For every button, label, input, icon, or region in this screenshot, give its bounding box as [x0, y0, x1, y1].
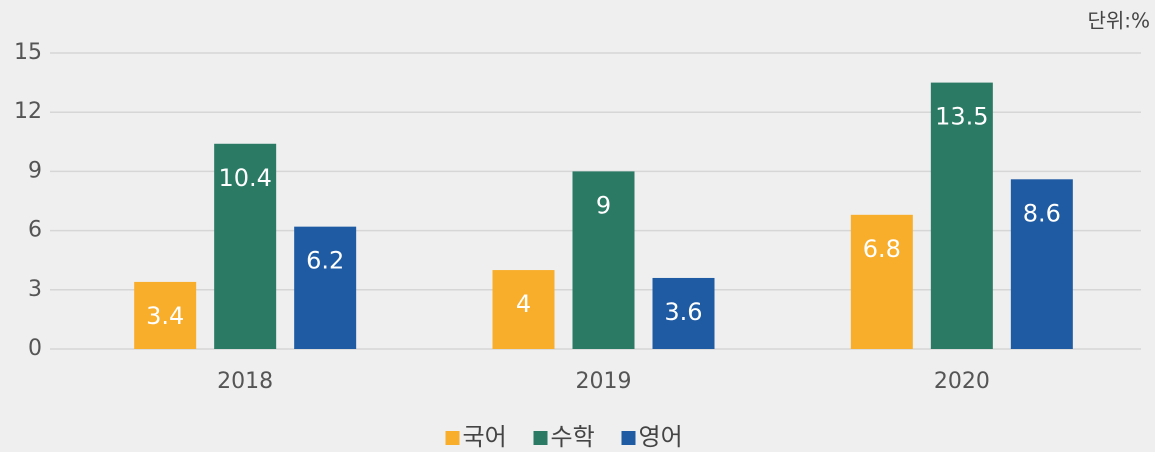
legend-swatch: [621, 431, 636, 445]
legend-label: 영어: [639, 423, 683, 451]
y-tick-label: 15: [14, 40, 42, 65]
legend-label: 수학: [551, 423, 595, 451]
bar: [930, 82, 993, 349]
x-tick-label: 2020: [934, 369, 990, 394]
data-label: 4: [516, 290, 531, 318]
data-label: 6.8: [863, 235, 901, 263]
bar: [492, 270, 555, 349]
data-label: 10.4: [218, 164, 271, 192]
bar: [572, 171, 635, 349]
data-label: 9: [596, 191, 611, 219]
data-label: 3.6: [664, 298, 702, 326]
bar: [1010, 179, 1073, 349]
y-tick-label: 6: [28, 218, 42, 243]
data-label: 6.2: [306, 247, 344, 275]
bar: [294, 226, 357, 349]
legend-label: 국어: [463, 423, 507, 451]
y-tick-label: 0: [28, 336, 42, 361]
data-label: 13.5: [935, 103, 988, 131]
unit-label: 단위:%: [1087, 9, 1150, 33]
x-tick-label: 2018: [217, 369, 273, 394]
bar: [652, 277, 715, 349]
bar: [850, 214, 913, 349]
y-tick-label: 12: [14, 99, 42, 124]
y-tick-label: 3: [28, 277, 42, 302]
data-label: 8.6: [1023, 199, 1061, 227]
y-tick-label: 9: [28, 158, 42, 183]
bar: [134, 281, 197, 349]
legend-swatch: [533, 431, 548, 445]
legend-swatch: [445, 431, 460, 445]
bar: [214, 143, 277, 349]
data-label: 3.4: [146, 302, 184, 330]
x-tick-label: 2019: [576, 369, 632, 394]
